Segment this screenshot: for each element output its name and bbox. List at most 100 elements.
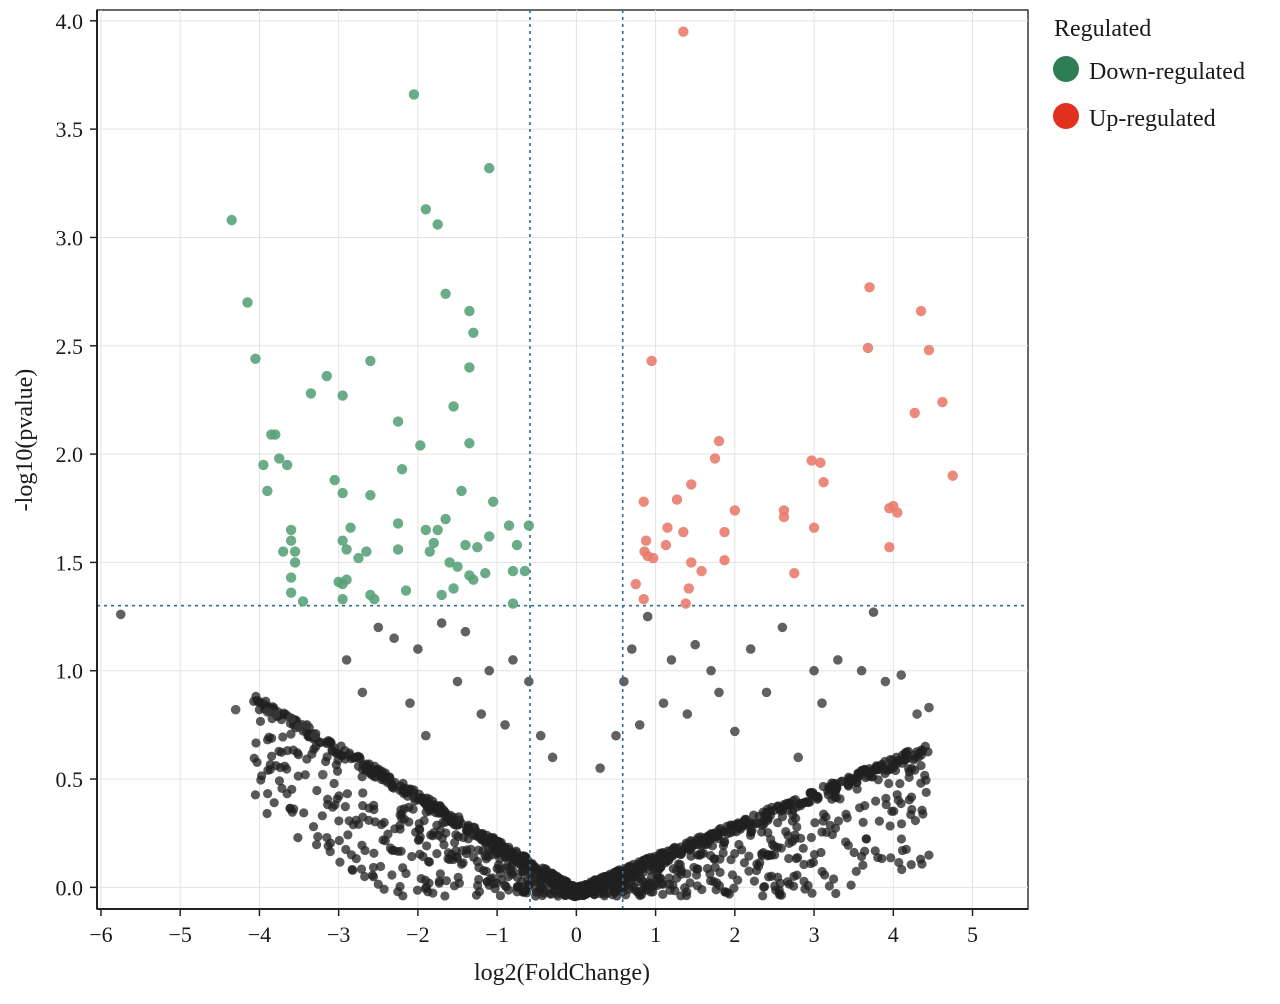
x-tick-label: 2 <box>729 922 740 947</box>
background-point <box>860 801 870 811</box>
background-point <box>364 803 374 813</box>
background-point <box>462 824 472 834</box>
y-tick-label: 2.0 <box>56 442 84 467</box>
down-regulated-point <box>250 353 261 364</box>
background-point <box>369 761 380 771</box>
legend-label-down: Down-regulated <box>1089 59 1245 85</box>
x-tick-label: 3 <box>809 922 820 947</box>
background-point <box>906 809 916 820</box>
background-point <box>435 869 445 879</box>
down-regulated-point <box>507 598 519 609</box>
up-regulated-point <box>884 503 895 514</box>
background-point <box>312 785 322 796</box>
down-regulated-point <box>503 520 515 531</box>
down-regulated-point <box>511 539 523 551</box>
background-point <box>524 676 534 687</box>
background-point <box>535 876 545 886</box>
background-point <box>744 851 754 861</box>
background-point <box>400 783 410 793</box>
up-regulated-point <box>662 522 673 533</box>
background-point <box>482 834 492 844</box>
up-regulated-point <box>923 344 935 356</box>
background-point <box>308 822 319 832</box>
background-point <box>692 881 702 891</box>
x-tick-label: 1 <box>650 922 661 947</box>
down-regulated-point <box>507 565 519 577</box>
background-point <box>495 840 505 850</box>
background-point <box>507 851 517 861</box>
background-point <box>698 848 709 859</box>
background-point <box>473 832 483 842</box>
background-point <box>323 794 333 804</box>
up-regulated-point <box>686 479 697 490</box>
background-point <box>880 676 891 687</box>
background-point <box>906 860 916 870</box>
background-point <box>793 752 804 763</box>
background-point <box>894 857 904 868</box>
background-point <box>590 875 600 885</box>
background-point <box>342 789 352 799</box>
background-point <box>642 611 653 622</box>
down-regulated-point <box>345 522 356 533</box>
background-point <box>833 816 844 826</box>
y-tick-label: 1.5 <box>56 550 84 575</box>
background-point <box>579 889 589 900</box>
background-point <box>880 756 890 767</box>
background-point <box>681 890 692 901</box>
background-point <box>715 867 725 878</box>
up-regulated-point <box>678 526 689 538</box>
y-tick-label: 4.0 <box>56 9 84 34</box>
up-regulated-point <box>678 26 689 37</box>
background-point <box>440 891 450 901</box>
background-point <box>824 881 834 891</box>
background-point <box>714 687 724 698</box>
background-point <box>411 827 421 837</box>
background-point <box>508 655 518 665</box>
background-point <box>882 765 892 775</box>
down-regulated-point <box>424 546 435 557</box>
up-regulated-point <box>671 494 683 505</box>
background-point <box>921 787 931 798</box>
background-point <box>918 809 928 819</box>
y-tick-label: 0.0 <box>56 875 84 900</box>
background-point <box>668 880 678 890</box>
down-regulated-point <box>468 327 479 338</box>
down-regulated-point <box>274 453 285 464</box>
background-point <box>896 670 907 680</box>
up-regulated-point <box>646 355 657 367</box>
background-point <box>745 644 756 654</box>
background-point <box>302 720 312 730</box>
background-point <box>503 885 514 895</box>
background-point <box>744 866 754 876</box>
background-point <box>329 778 339 789</box>
background-point <box>317 811 327 821</box>
background-point <box>761 687 772 698</box>
down-regulated-point <box>226 214 237 226</box>
background-point <box>849 847 859 858</box>
background-point <box>751 819 761 829</box>
background-point <box>675 860 685 870</box>
background-point <box>796 801 806 811</box>
down-regulated-point <box>400 585 412 596</box>
background-point <box>682 839 692 849</box>
background-point <box>777 812 788 822</box>
up-regulated-point <box>709 453 721 464</box>
background-point <box>340 754 350 764</box>
background-point <box>860 846 870 856</box>
up-regulated-point <box>892 507 903 518</box>
up-regulated-point <box>683 583 695 594</box>
background-point <box>740 819 750 829</box>
up-regulated-point <box>686 557 697 568</box>
background-point <box>369 771 379 781</box>
background-point <box>334 791 344 801</box>
background-point <box>896 834 907 844</box>
background-point <box>819 809 829 819</box>
up-regulated-point <box>719 526 730 538</box>
background-point <box>330 800 340 810</box>
background-point <box>725 828 736 838</box>
background-point <box>383 829 393 839</box>
down-regulated-point <box>392 416 404 427</box>
background-point <box>395 824 405 834</box>
up-regulated-point <box>638 496 649 507</box>
background-point <box>353 761 364 771</box>
